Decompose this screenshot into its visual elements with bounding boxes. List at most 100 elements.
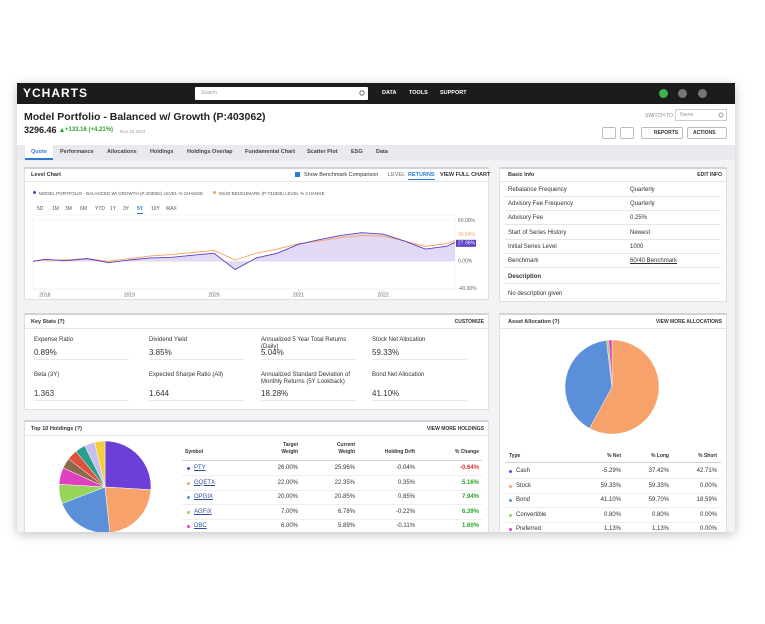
- end-label-box: [456, 239, 476, 247]
- checkbox[interactable]: [295, 172, 300, 177]
- tab[interactable]: Holdings: [150, 149, 174, 155]
- info-label: Benchmark: [508, 258, 539, 264]
- graphics-layer: 60.00% 0.00% -40.00% 2018 2019 2020 2021 2022 27…: [32, 90, 724, 532]
- x-tick-label: 2019: [124, 292, 135, 298]
- nav-icon[interactable]: [698, 89, 707, 98]
- tab-bar: [17, 145, 735, 160]
- legend-dot: [187, 496, 190, 499]
- mode-button[interactable]: LEVEL: [388, 172, 406, 178]
- column-header: Type: [509, 453, 521, 459]
- reports-button[interactable]: [641, 127, 683, 139]
- separator: [182, 489, 482, 491]
- allocation-type: Convertible: [516, 511, 547, 518]
- stat-value: 0.89%: [34, 348, 57, 357]
- nav-link[interactable]: DATA: [382, 90, 397, 96]
- tab[interactable]: Allocations: [107, 149, 137, 155]
- range-button[interactable]: 5Y: [137, 206, 144, 214]
- symbol[interactable]: GQETX: [194, 479, 216, 486]
- switch-placeholder: Name: [680, 112, 694, 118]
- range-button[interactable]: 1Y: [110, 206, 117, 212]
- tab[interactable]: Quote: [31, 149, 47, 155]
- short-percent: 0.00%: [699, 511, 717, 518]
- search-icon: [359, 90, 365, 96]
- panel: [499, 167, 727, 302]
- info-value: 0.25%: [630, 215, 648, 222]
- symbol[interactable]: PTY: [194, 465, 206, 471]
- panel-title: Top 10 Holdings (?): [31, 426, 82, 432]
- tab[interactable]: Holdings Overlap: [187, 149, 233, 155]
- current-weight: 5.89%: [337, 523, 355, 529]
- stat-value: 59.33%: [372, 348, 400, 357]
- separator: [182, 475, 482, 476]
- symbol[interactable]: OPGIX: [194, 494, 214, 500]
- info-value: 1000: [630, 243, 644, 250]
- line-series: [32, 232, 456, 271]
- pie-slice: [589, 339, 660, 435]
- pie-slice: [104, 486, 152, 532]
- panel-link[interactable]: CUSTOMIZE: [454, 319, 484, 325]
- edit-icon: [245, 116, 250, 121]
- column-header: Current Weight: [336, 442, 355, 455]
- tab[interactable]: Performance: [60, 149, 94, 155]
- separator: [500, 328, 726, 329]
- range-button[interactable]: 6M: [80, 206, 87, 212]
- mode-button[interactable]: RETURNS: [408, 172, 435, 180]
- tab[interactable]: Fundamental Chart: [245, 149, 296, 155]
- info-value[interactable]: 60/40 Benchmark: [630, 258, 678, 264]
- range-button[interactable]: 3M: [65, 206, 72, 212]
- separator: [372, 400, 467, 401]
- nav-link[interactable]: TOOLS: [409, 90, 428, 96]
- nav-icon[interactable]: [659, 89, 668, 98]
- icon-button[interactable]: [620, 127, 634, 139]
- search-icon: [718, 112, 724, 118]
- long-percent: 59.70%: [648, 497, 669, 503]
- column-header: Holding Drift: [384, 449, 415, 455]
- search-box[interactable]: [195, 87, 368, 100]
- stat-value: 1.363: [34, 389, 55, 398]
- info-value: Quarterly: [630, 201, 655, 208]
- range-button[interactable]: 10Y: [151, 206, 160, 212]
- nav-icon[interactable]: [678, 89, 687, 98]
- actions-button[interactable]: [687, 127, 727, 139]
- panel-link[interactable]: EDIT INFO: [697, 172, 722, 178]
- toggle-label[interactable]: Show Benchmark Comparison: [304, 172, 379, 178]
- app-window: YCHARTS Search DATA TOOLS SUPPORT Model Portf…: [17, 83, 735, 532]
- stat-value: 5.04%: [261, 348, 284, 357]
- separator: [505, 224, 721, 226]
- tab[interactable]: Scatter Plot: [307, 149, 338, 155]
- info-value: Newest: [630, 229, 651, 236]
- panel-title: Basic Info: [508, 172, 535, 178]
- column-header: % Net: [607, 453, 621, 459]
- icon-button[interactable]: [602, 127, 616, 139]
- separator: [505, 252, 721, 254]
- panel-link[interactable]: VIEW MORE ALLOCATIONS: [655, 319, 722, 325]
- switch-input[interactable]: [675, 109, 727, 121]
- range-button[interactable]: YTD: [95, 206, 105, 212]
- info-label: Start of Series History: [508, 229, 567, 236]
- column-header: % Short: [698, 453, 717, 459]
- legend-dot: [509, 484, 512, 488]
- range-button[interactable]: 3Y: [123, 206, 130, 212]
- separator: [505, 462, 721, 463]
- symbol[interactable]: AGFiX: [194, 508, 212, 515]
- symbol[interactable]: DBC: [194, 523, 207, 529]
- separator: [34, 359, 129, 360]
- x-tick-label: 2020: [208, 292, 219, 298]
- range-button[interactable]: MAX: [166, 206, 177, 212]
- range-button[interactable]: 1M: [52, 206, 59, 212]
- price: 3296.46: [24, 125, 57, 135]
- portfolio-title: Model Portfolio - Balanced w/ Growth (P:…: [24, 111, 266, 123]
- nav-link[interactable]: SUPPORT: [440, 90, 467, 96]
- range-button[interactable]: 5D: [37, 206, 44, 212]
- legend-dot: [187, 481, 190, 485]
- holding-drift: -0.22%: [395, 508, 415, 515]
- tab[interactable]: Data: [376, 149, 388, 155]
- up-arrow: [60, 128, 64, 132]
- tab[interactable]: ESG: [351, 149, 363, 155]
- stat-label: Expense Ratio: [34, 337, 74, 343]
- stat-label: Annualized 5 Year Total Returns (Daily): [261, 337, 347, 350]
- panel-link[interactable]: VIEW FULL CHART: [440, 172, 491, 178]
- current-weight: 22.35%: [334, 479, 355, 486]
- panel-link[interactable]: VIEW MORE HOLDINGS: [427, 426, 484, 432]
- info-value: No description given: [508, 291, 563, 297]
